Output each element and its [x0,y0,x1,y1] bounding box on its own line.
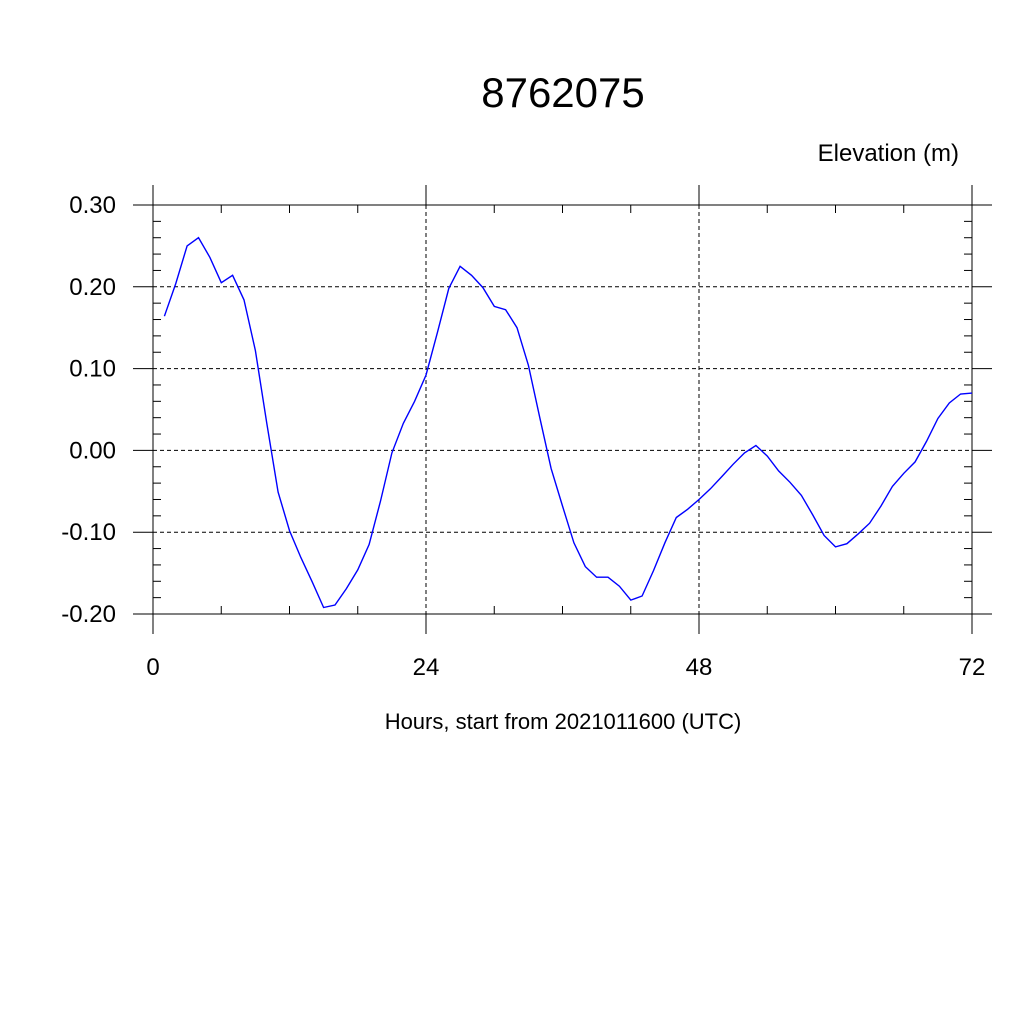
y-tick-label: 0.00 [69,437,116,464]
chart-title: 8762075 [481,69,645,116]
plot-frame [152,204,973,615]
x-tick-label: 72 [959,654,986,681]
y-tick-label: 0.20 [69,274,116,301]
y-tick-label: -0.20 [61,601,116,628]
x-tick-label: 48 [686,654,713,681]
x-tick-label: 24 [413,654,440,681]
x-tick-label: 0 [146,654,159,681]
y-tick-label: 0.30 [69,192,116,219]
tick-labels: 0 24 48 72 -0.20 -0.10 0.00 0.10 0.20 0.30 [61,192,985,681]
y-axis-label: Elevation (m) [818,140,959,167]
series-line-elevation [163,236,973,609]
grid-lines [152,204,973,615]
y-tick-label: -0.10 [61,519,116,546]
axis-ticks [133,185,992,634]
y-tick-label: 0.10 [69,356,116,383]
x-axis-label: Hours, start from 2021011600 (UTC) [385,709,742,734]
